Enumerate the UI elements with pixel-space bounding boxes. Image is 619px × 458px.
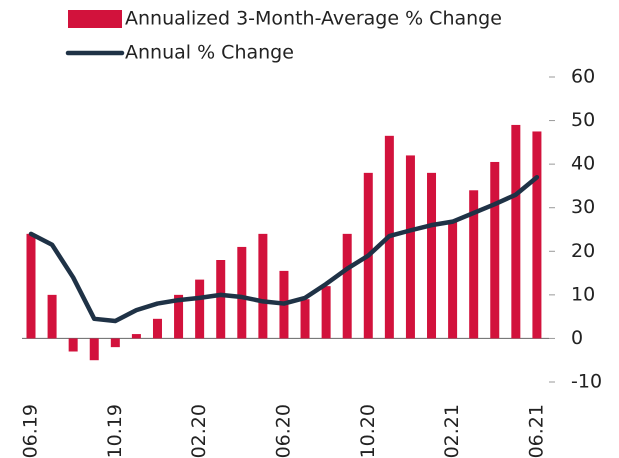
y-tick-label: 10 [571,283,595,305]
y-tick-label: -10 [571,371,602,393]
bar [47,294,57,339]
bar [216,260,226,339]
x-tick-label: 10.20 [357,404,379,458]
legend-label: Annualized 3-Month-Average % Change [125,8,502,30]
y-tick-label: 0 [571,327,583,349]
x-tick-label: 02.20 [188,404,210,458]
bar [427,172,437,339]
x-tick-label: 06.20 [272,404,294,458]
line [28,174,540,324]
bar [300,299,310,339]
bar [89,338,99,361]
bar [237,246,247,339]
bar [490,161,500,339]
bar [68,338,78,352]
bar [131,334,141,339]
bar [342,233,352,339]
bar [532,131,542,339]
legend-swatch [68,10,122,28]
bar [26,233,36,339]
y-tick-label: 50 [571,109,595,131]
bar [511,124,521,339]
bar [469,190,479,339]
x-tick-label: 06.19 [20,404,42,458]
bar [448,220,458,339]
bar [321,286,331,339]
y-tick-label: 30 [571,196,595,218]
bar [152,318,162,339]
bar [110,338,120,348]
x-tick-label: 10.19 [104,404,126,458]
bar [258,233,268,339]
y-tick-label: 40 [571,153,595,175]
y-tick-label: 60 [571,66,595,88]
bar [174,294,184,339]
y-tick-label: 20 [571,240,595,262]
bar [195,279,205,339]
legend-label: Annual % Change [125,42,294,64]
x-tick-label: 06.21 [525,404,547,458]
x-tick-label: 02.21 [441,404,463,458]
bar [405,155,415,339]
